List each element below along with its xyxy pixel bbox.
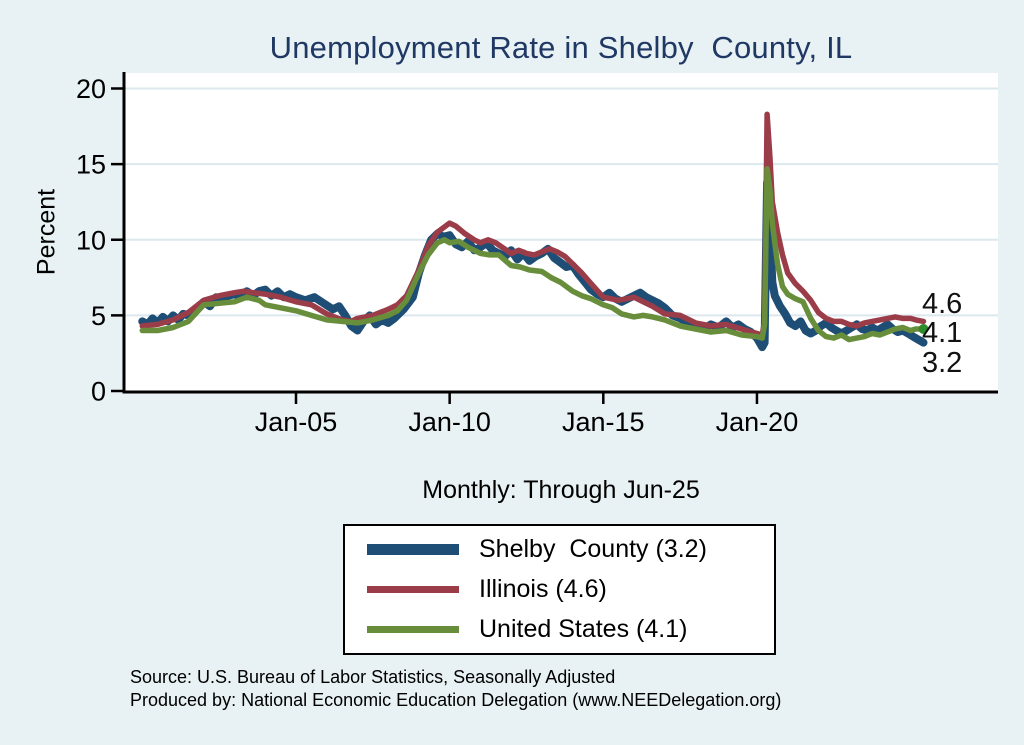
chart-subtitle: Monthly: Through Jun-25 bbox=[422, 476, 700, 504]
us-line-swatch bbox=[367, 625, 459, 633]
shelby-end-value-label: 3.2 bbox=[922, 347, 963, 379]
legend-box: Shelby County (3.2) Illinois (4.6) Unite… bbox=[343, 524, 776, 655]
y-tick-label: 15 bbox=[76, 150, 106, 180]
x-tick-label: Jan-05 bbox=[255, 407, 338, 437]
legend-label: United States (4.1) bbox=[479, 614, 688, 643]
y-tick-label: 20 bbox=[76, 74, 106, 104]
legend-label: Illinois (4.6) bbox=[479, 575, 607, 603]
x-tick-label: Jan-10 bbox=[408, 407, 491, 437]
illinois-line-swatch bbox=[367, 586, 459, 593]
legend-item-shelby-county: Shelby County (3.2) bbox=[367, 530, 774, 570]
us-series-end-marker bbox=[918, 323, 929, 334]
legend-item-united-states: United States (4.1) bbox=[367, 609, 774, 649]
series-line-illinois bbox=[139, 111, 927, 338]
series-line-united-states bbox=[139, 165, 927, 343]
source-attribution: Source: U.S. Bureau of Labor Statistics,… bbox=[130, 666, 990, 712]
source-line: Source: U.S. Bureau of Labor Statistics,… bbox=[130, 667, 616, 687]
y-tick-label: 5 bbox=[91, 301, 106, 331]
y-axis-title: Percent bbox=[32, 188, 61, 276]
y-tick-label: 10 bbox=[76, 225, 106, 255]
legend-label: Shelby County (3.2) bbox=[479, 535, 707, 564]
plot-area bbox=[124, 73, 998, 391]
illinois-end-value-label: 4.6 bbox=[922, 288, 963, 320]
x-tick-label: Jan-15 bbox=[562, 407, 645, 437]
chart-title: Unemployment Rate in Shelby County, IL bbox=[269, 30, 853, 65]
plot-canvas: 0 5 10 15 20 Jan-05 Jan-10 Jan-15 Jan-20 bbox=[76, 72, 998, 437]
us-end-value-label: 4.1 bbox=[922, 317, 963, 349]
produced-by-line: Produced by: National Economic Education… bbox=[130, 690, 782, 710]
legend-item-illinois: Illinois (4.6) bbox=[367, 570, 774, 610]
y-tick-label: 0 bbox=[91, 377, 106, 407]
shelby-line-swatch bbox=[367, 544, 459, 556]
x-tick-label: Jan-20 bbox=[716, 407, 799, 437]
